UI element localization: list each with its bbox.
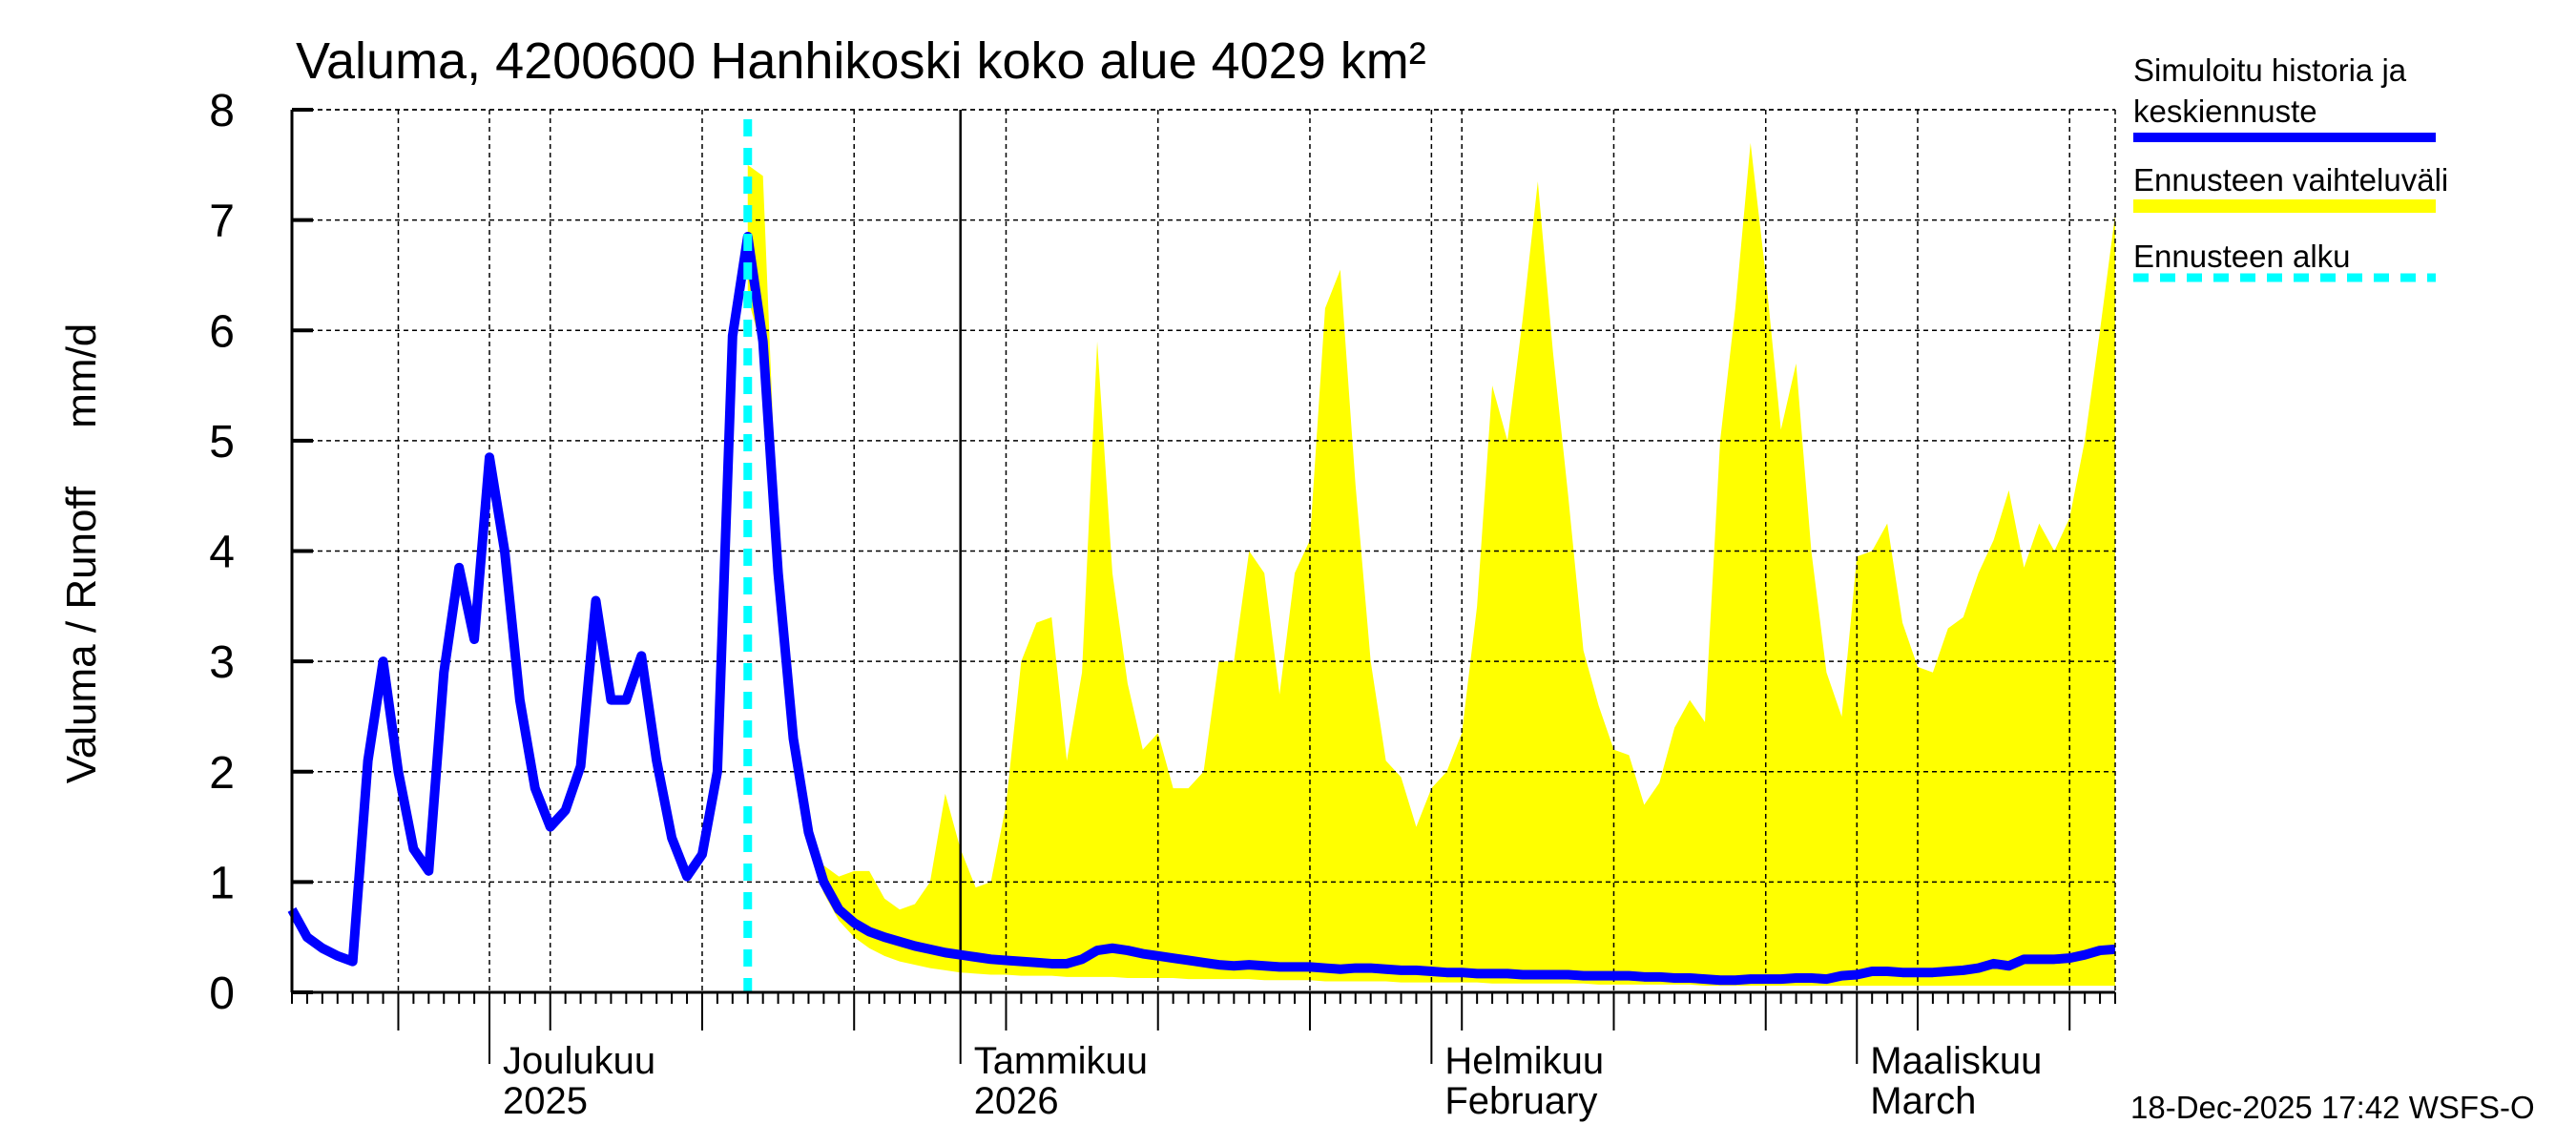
chart-title: Valuma, 4200600 Hanhikoski koko alue 402… — [296, 32, 1426, 90]
x-month-label: Helmikuu — [1444, 1040, 1604, 1082]
y-tick-label: 5 — [209, 417, 235, 468]
plot-area — [287, 109, 2116, 992]
legend-label-range: Ennusteen vaihteluväli — [2133, 162, 2448, 198]
legend: Simuloitu historia ja keskiennuste Ennus… — [2133, 52, 2448, 282]
x-year-label: February — [1444, 1080, 1597, 1122]
y-axis-label: Valuma / Runoff mm/d — [58, 323, 105, 784]
y-tick-label: 2 — [209, 748, 235, 799]
legend-label-simulated-line2: keskiennuste — [2133, 94, 2317, 129]
x-year-label: 2026 — [974, 1080, 1059, 1122]
x-month-label: Joulukuu — [503, 1040, 655, 1082]
legend-label-simulated-line1: Simuloitu historia ja — [2133, 52, 2407, 88]
y-tick-label: 4 — [209, 528, 235, 578]
timestamp-footer: 18-Dec-2025 17:42 WSFS-O — [2130, 1090, 2535, 1125]
y-tick-label: 6 — [209, 306, 235, 357]
y-tick-label: 0 — [209, 968, 235, 1019]
simulated-runoff-line — [287, 231, 2116, 986]
y-tick-label: 1 — [209, 858, 235, 908]
y-tick-label: 8 — [209, 86, 235, 136]
x-month-label: Maaliskuu — [1870, 1040, 2042, 1082]
legend-label-forecast-start: Ennusteen alku — [2133, 239, 2351, 274]
y-tick-label: 3 — [209, 637, 235, 688]
x-year-label: 2025 — [503, 1080, 588, 1122]
forecast-range-area — [747, 142, 2115, 987]
x-year-label: March — [1870, 1080, 1976, 1122]
y-tick-label: 7 — [209, 197, 235, 247]
x-month-label: Tammikuu — [974, 1040, 1148, 1082]
